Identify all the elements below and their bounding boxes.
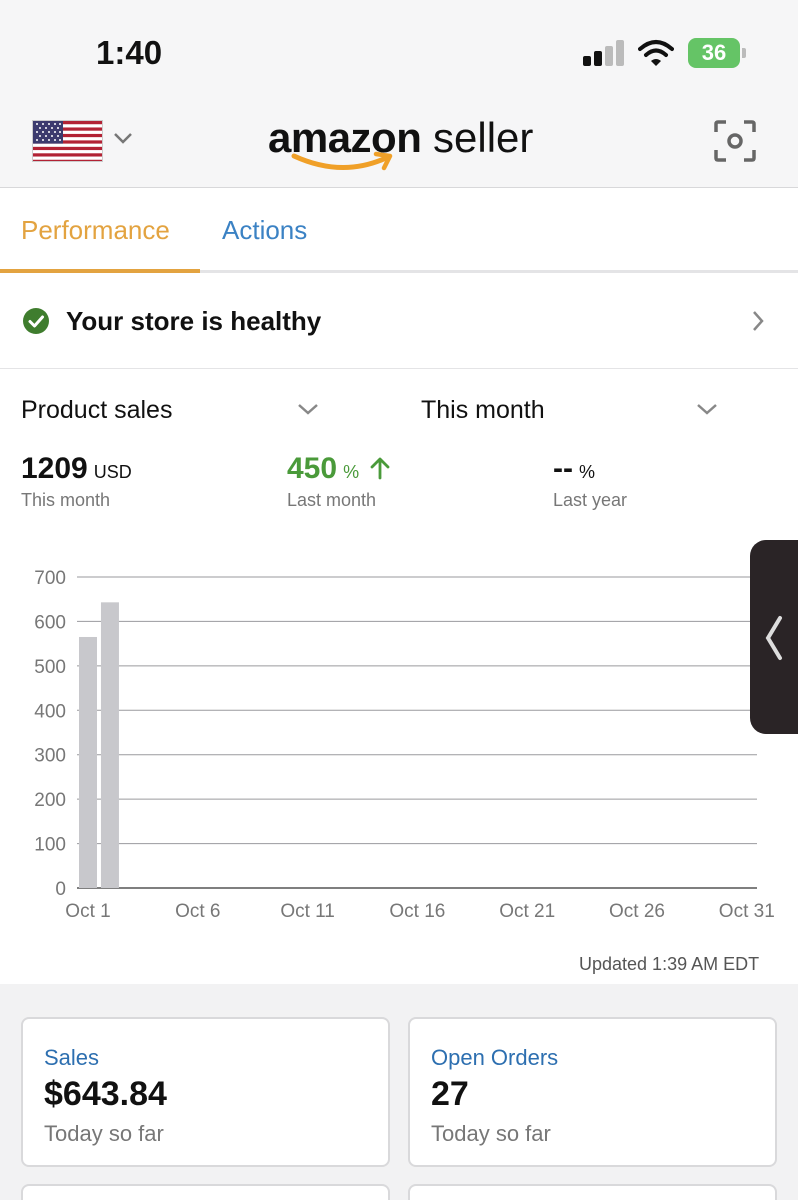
metric-last-month-value: 450 <box>287 452 338 485</box>
metric-selector[interactable]: Product sales <box>21 396 173 424</box>
x-tick-label: Oct 11 <box>280 901 335 922</box>
side-panel-handle[interactable] <box>750 540 798 734</box>
wifi-icon <box>638 40 674 66</box>
chevron-down-icon[interactable] <box>696 402 718 416</box>
chevron-left-icon <box>765 616 782 660</box>
metric-this-month-label: This month <box>21 490 111 510</box>
x-tick-label: Oct 6 <box>175 901 220 922</box>
arrow-up-icon <box>371 457 390 480</box>
status-time: 1:40 <box>96 34 163 71</box>
chart-bar[interactable] <box>79 636 97 888</box>
y-tick-label: 700 <box>34 568 66 589</box>
metric-last-year-unit: % <box>578 462 595 482</box>
summary-card[interactable] <box>21 1184 390 1200</box>
metric-last-month: 450% <box>287 452 391 486</box>
sales-card[interactable]: Sales $643.84 Today so far <box>21 1017 390 1167</box>
amazon-smile-icon <box>291 151 393 171</box>
metric-last-month-unit: % <box>343 462 360 482</box>
app-header: amazon seller <box>0 100 798 188</box>
amazon-seller-logo: amazon seller <box>268 110 538 174</box>
open-orders-card-subtitle: Today so far <box>431 1121 551 1146</box>
logo-word-amazon: amazon <box>268 114 422 161</box>
sales-card-subtitle: Today so far <box>44 1121 164 1146</box>
chevron-down-icon[interactable] <box>297 402 319 416</box>
sales-card-title: Sales <box>44 1045 100 1070</box>
tab-bar: Performance Actions <box>0 189 798 273</box>
metric-last-month-label: Last month <box>287 490 377 510</box>
cellular-signal-icon <box>583 40 625 66</box>
open-orders-card-value: 27 <box>431 1075 469 1113</box>
status-bar: 1:40 36 <box>0 0 798 100</box>
period-selector[interactable]: This month <box>421 396 545 424</box>
metric-this-month-value: 1209 <box>21 452 88 485</box>
open-orders-card-title: Open Orders <box>431 1045 559 1070</box>
store-health-row[interactable]: Your store is healthy <box>0 273 798 369</box>
x-tick-label: Oct 26 <box>609 901 665 922</box>
y-tick-label: 600 <box>34 612 66 633</box>
camera-scan-icon[interactable] <box>714 120 756 162</box>
y-tick-label: 500 <box>34 657 66 678</box>
chart-bar[interactable] <box>100 602 119 888</box>
metric-last-year-label: Last year <box>553 490 628 510</box>
open-orders-card[interactable]: Open Orders 27 Today so far <box>408 1017 777 1167</box>
chevron-right-icon <box>753 311 764 331</box>
summary-card[interactable] <box>408 1184 777 1200</box>
y-tick-label: 0 <box>55 879 66 900</box>
metric-last-year-value: -- <box>553 452 573 485</box>
check-circle-icon <box>23 308 49 334</box>
x-tick-label: Oct 1 <box>65 901 110 922</box>
metric-this-month: 1209 USD <box>21 452 132 486</box>
us-flag-icon[interactable] <box>32 120 103 162</box>
chevron-down-icon[interactable] <box>112 130 134 146</box>
y-tick-label: 200 <box>34 790 66 811</box>
metric-last-year: --% <box>553 452 595 486</box>
tab-performance[interactable]: Performance <box>21 215 170 245</box>
store-health-text: Your store is healthy <box>66 306 322 336</box>
updated-timestamp: Updated 1:39 AM EDT <box>579 954 760 974</box>
battery-icon: 36 <box>688 38 746 68</box>
active-tab-indicator <box>0 269 200 273</box>
y-tick-label: 100 <box>34 835 66 856</box>
x-tick-label: Oct 16 <box>389 901 445 922</box>
y-tick-label: 400 <box>34 701 66 722</box>
y-tick-label: 300 <box>34 746 66 767</box>
metric-this-month-unit: USD <box>93 462 132 482</box>
sales-card-value: $643.84 <box>44 1075 167 1113</box>
x-tick-label: Oct 21 <box>499 901 555 922</box>
x-tick-label: Oct 31 <box>719 901 775 922</box>
logo-word-seller: seller <box>433 114 534 161</box>
battery-level: 36 <box>688 38 740 68</box>
tab-actions[interactable]: Actions <box>222 215 308 245</box>
